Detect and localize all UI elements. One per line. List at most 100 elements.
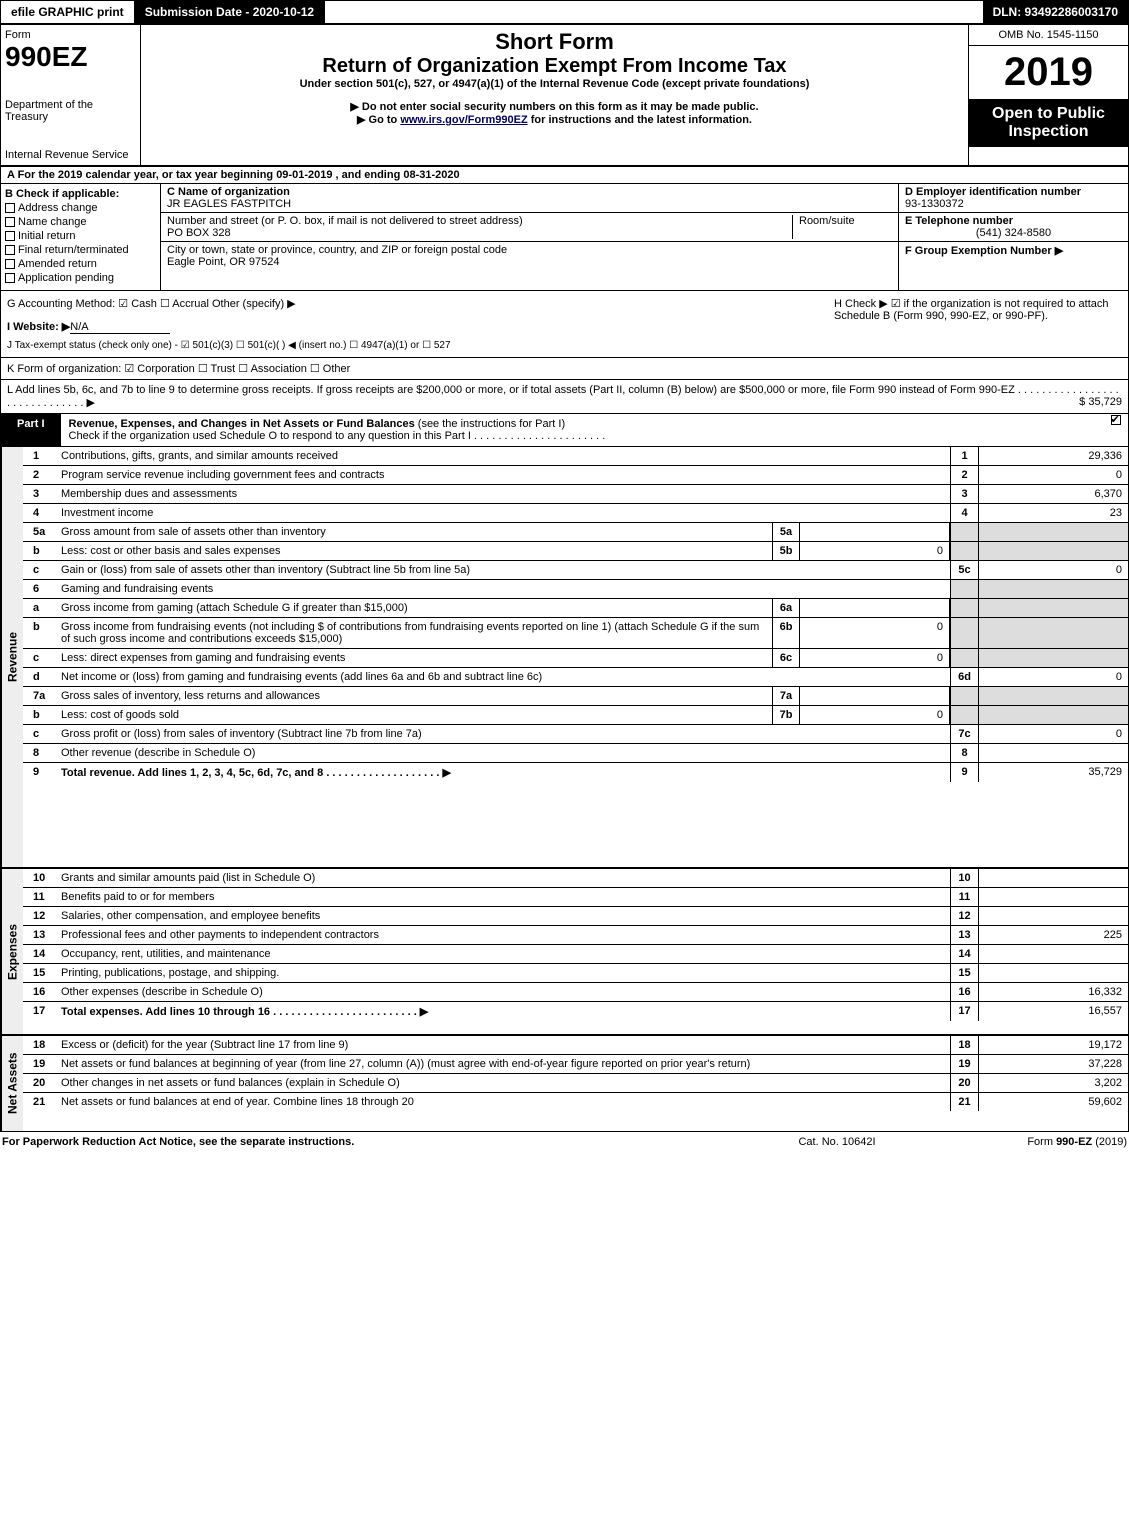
line-14-value (978, 945, 1128, 964)
irs-link[interactable]: www.irs.gov/Form990EZ (400, 114, 527, 126)
section-l: L Add lines 5b, 6c, and 7b to line 9 to … (0, 380, 1129, 414)
tax-year: 2019 (969, 46, 1128, 99)
tax-exempt-status: J Tax-exempt status (check only one) - ☑… (7, 340, 822, 351)
line-7a-value (800, 687, 950, 706)
catalog-number: Cat. No. 10642I (727, 1136, 947, 1148)
check-application-pending[interactable]: Application pending (18, 272, 114, 284)
part-i-title: Revenue, Expenses, and Changes in Net As… (69, 418, 415, 430)
section-d-e-f: D Employer identification number 93-1330… (898, 184, 1128, 290)
line-13-value: 225 (978, 926, 1128, 945)
line-11: Benefits paid to or for members (57, 888, 950, 907)
schedule-b-check: H Check ▶ ☑ if the organization is not r… (828, 291, 1128, 357)
efile-print-button[interactable]: efile GRAPHIC print (1, 1, 135, 23)
dept-treasury: Department of the Treasury (5, 99, 136, 123)
line-10-value (978, 869, 1128, 888)
telephone-value: (541) 324-8580 (905, 227, 1122, 239)
line-2-value: 0 (978, 466, 1128, 485)
city-label: City or town, state or province, country… (167, 244, 892, 256)
line-15: Printing, publications, postage, and shi… (57, 964, 950, 983)
c-org-label: C Name of organization (167, 186, 892, 198)
ein-label: D Employer identification number (905, 186, 1081, 198)
line-17-value: 16,557 (978, 1002, 1128, 1021)
line-5c-value: 0 (978, 561, 1128, 580)
line-4: Investment income (57, 504, 950, 523)
website-label: I Website: ▶ (7, 321, 70, 333)
submission-date: Submission Date - 2020-10-12 (135, 1, 325, 23)
line-12: Salaries, other compensation, and employ… (57, 907, 950, 926)
line-15-value (978, 964, 1128, 983)
accounting-method: G Accounting Method: ☑ Cash ☐ Accrual Ot… (7, 297, 822, 310)
line-7b: Less: cost of goods sold (57, 706, 772, 725)
check-initial-return[interactable]: Initial return (18, 230, 75, 242)
page-footer: For Paperwork Reduction Act Notice, see … (0, 1132, 1129, 1152)
ein-value: 93-1330372 (905, 198, 964, 210)
line-5c: Gain or (loss) from sale of assets other… (57, 561, 950, 580)
section-k: K Form of organization: ☑ Corporation ☐ … (0, 358, 1129, 380)
line-20-value: 3,202 (978, 1074, 1128, 1093)
line-7b-value: 0 (800, 706, 950, 725)
check-address-change[interactable]: Address change (18, 202, 98, 214)
line-21-value: 59,602 (978, 1093, 1128, 1111)
line-3-value: 6,370 (978, 485, 1128, 504)
part-i-checkline: Check if the organization used Schedule … (69, 430, 606, 442)
top-bar: efile GRAPHIC print Submission Date - 20… (0, 0, 1129, 24)
section-b: B Check if applicable: Address change Na… (1, 184, 161, 290)
room-label: Room/suite (799, 215, 892, 227)
part-i-tag: Part I (1, 414, 61, 446)
line-9: Total revenue. Add lines 1, 2, 3, 4, 5c,… (57, 763, 950, 782)
line-5b: Less: cost or other basis and sales expe… (57, 542, 772, 561)
form-label: Form (5, 29, 136, 41)
website-value: N/A (70, 321, 170, 334)
line-8: Other revenue (describe in Schedule O) (57, 744, 950, 763)
line-9-value: 35,729 (978, 763, 1128, 782)
section-ghij: G Accounting Method: ☑ Cash ☐ Accrual Ot… (0, 291, 1129, 358)
check-final-return[interactable]: Final return/terminated (18, 244, 129, 256)
line-11-value (978, 888, 1128, 907)
line-7c-value: 0 (978, 725, 1128, 744)
line-7a: Gross sales of inventory, less returns a… (57, 687, 772, 706)
line-21: Net assets or fund balances at end of ye… (57, 1093, 950, 1111)
form-header: Form 990EZ Department of the Treasury In… (0, 24, 1129, 166)
line-18-value: 19,172 (978, 1036, 1128, 1055)
form-version: Form 990-EZ (2019) (947, 1136, 1127, 1148)
line-6d-value: 0 (978, 668, 1128, 687)
expenses-category: Expenses (1, 869, 23, 1034)
omb-number: OMB No. 1545-1150 (969, 25, 1128, 46)
city-value: Eagle Point, OR 97524 (167, 256, 892, 268)
c-org-value: JR EAGLES FASTPITCH (167, 198, 892, 210)
revenue-category: Revenue (1, 447, 23, 867)
line-6c: Less: direct expenses from gaming and fu… (57, 649, 772, 668)
address-value: PO BOX 328 (167, 227, 792, 239)
line-2: Program service revenue including govern… (57, 466, 950, 485)
line-1: Contributions, gifts, grants, and simila… (57, 447, 950, 466)
line-16: Other expenses (describe in Schedule O) (57, 983, 950, 1002)
financial-table: Revenue 1Contributions, gifts, grants, a… (0, 447, 1129, 1132)
open-inspection-badge: Open to Public Inspection (969, 99, 1128, 147)
part-i-bar: Part I Revenue, Expenses, and Changes in… (0, 414, 1129, 447)
paperwork-notice: For Paperwork Reduction Act Notice, see … (2, 1136, 727, 1148)
short-form-heading: Short Form (145, 29, 964, 55)
check-name-change[interactable]: Name change (18, 216, 87, 228)
check-amended-return[interactable]: Amended return (18, 258, 97, 270)
line-l-text: L Add lines 5b, 6c, and 7b to line 9 to … (7, 384, 1119, 409)
line-19-value: 37,228 (978, 1055, 1128, 1074)
line-8-value (978, 744, 1128, 763)
ssn-warning: ▶ Do not enter social security numbers o… (145, 100, 964, 113)
line-12-value (978, 907, 1128, 926)
line-6d: Net income or (loss) from gaming and fun… (57, 668, 950, 687)
line-5a-value (800, 523, 950, 542)
instructions-line: ▶ Go to www.irs.gov/Form990EZ for instru… (145, 113, 964, 126)
form-number: 990EZ (5, 41, 136, 73)
line-7c: Gross profit or (loss) from sales of inv… (57, 725, 950, 744)
line-6a: Gross income from gaming (attach Schedul… (57, 599, 772, 618)
line-14: Occupancy, rent, utilities, and maintena… (57, 945, 950, 964)
address-label: Number and street (or P. O. box, if mail… (167, 215, 792, 227)
line-6b: Gross income from fundraising events (no… (57, 618, 772, 649)
line-5a: Gross amount from sale of assets other t… (57, 523, 772, 542)
schedule-o-checkbox[interactable] (1111, 415, 1121, 425)
calendar-year-line: A For the 2019 calendar year, or tax yea… (0, 166, 1129, 184)
line-6c-value: 0 (800, 649, 950, 668)
net-assets-category: Net Assets (1, 1036, 23, 1131)
dept-irs: Internal Revenue Service (5, 149, 136, 161)
line-1-value: 29,336 (978, 447, 1128, 466)
